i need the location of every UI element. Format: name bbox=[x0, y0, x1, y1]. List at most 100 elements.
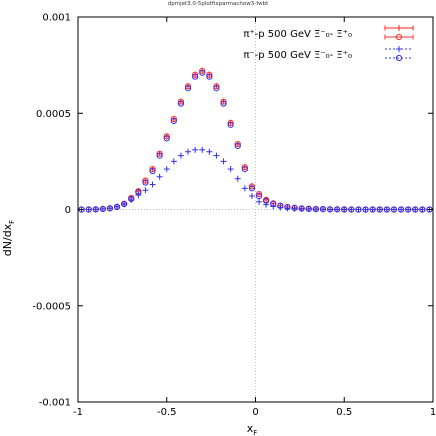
x-tick-label: 0.5 bbox=[336, 407, 352, 418]
y-tick-label: 0.001 bbox=[42, 13, 71, 24]
data-point-3-21 bbox=[227, 121, 234, 128]
legend-label: π⁺-p 500 GeV Ξ⁻₀- Ξ⁺₀ bbox=[243, 29, 352, 40]
data-point-2-45 bbox=[398, 206, 405, 213]
data-point-2-42 bbox=[376, 206, 383, 213]
data-point-1-16 bbox=[192, 71, 199, 78]
y-axis: 0.001 0.0005 0 -0.0005 -0.001 bbox=[32, 13, 433, 409]
data-point-2-10 bbox=[149, 181, 156, 188]
x-tick-label: 1 bbox=[430, 407, 436, 418]
data-point-3-7 bbox=[128, 195, 135, 203]
data-point-2-23 bbox=[241, 185, 248, 192]
data-point-3-44 bbox=[390, 206, 398, 213]
data-point-3-41 bbox=[369, 206, 376, 213]
x-axis: -1 -0.5 0 0.5 1 bbox=[73, 17, 436, 418]
data-point-1-12 bbox=[163, 133, 170, 140]
data-point-1-11 bbox=[156, 150, 163, 157]
series-2 bbox=[78, 146, 433, 213]
data-point-3-37 bbox=[341, 206, 348, 213]
data-point-2-43 bbox=[383, 206, 390, 213]
data-point-3-47 bbox=[412, 206, 419, 213]
data-point-2-39 bbox=[355, 206, 362, 213]
y-axis-label-main: dN/dx bbox=[1, 223, 14, 256]
data-point-1-25 bbox=[255, 191, 263, 198]
data-point-3-28 bbox=[277, 202, 284, 209]
x-axis-label: xF bbox=[247, 422, 258, 436]
y-tick-label: -0.0005 bbox=[32, 301, 71, 312]
x-tick-label: -1 bbox=[73, 407, 83, 418]
data-point-3-8 bbox=[135, 189, 142, 196]
data-point-3-34 bbox=[319, 206, 327, 213]
data-point-2-17 bbox=[199, 146, 206, 153]
data-point-3-5 bbox=[113, 203, 121, 211]
legend-marker-cross bbox=[396, 25, 402, 31]
data-point-3-27 bbox=[270, 200, 277, 207]
data-point-2-47 bbox=[412, 206, 419, 213]
data-point-2-14 bbox=[177, 152, 184, 159]
x-axis-label-main: x bbox=[247, 422, 254, 435]
data-point-3-48 bbox=[419, 206, 426, 213]
legend-marker-circle bbox=[395, 33, 403, 41]
legend-label: π⁻-p 500 GeV Ξ⁻₀- Ξ⁺₀ bbox=[243, 50, 352, 61]
data-point-2-15 bbox=[185, 148, 192, 155]
data-point-3-26 bbox=[263, 197, 270, 204]
data-point-3-30 bbox=[291, 204, 298, 212]
y-axis-label: dN/dxF bbox=[1, 220, 16, 256]
data-point-3-11 bbox=[156, 152, 163, 159]
y-tick-label: 0.0005 bbox=[36, 109, 71, 120]
data-point-1-15 bbox=[184, 83, 192, 90]
data-point-1-23 bbox=[241, 164, 248, 171]
data-point-3-24 bbox=[248, 185, 256, 192]
x-tick-label: 0 bbox=[252, 407, 258, 418]
data-point-2-44 bbox=[390, 206, 397, 213]
data-point-3-42 bbox=[376, 206, 383, 213]
data-point-3-23 bbox=[241, 165, 248, 173]
data-point-3-18 bbox=[206, 73, 213, 80]
series-layer bbox=[78, 67, 433, 213]
data-point-1-21 bbox=[227, 119, 234, 126]
data-point-2-1 bbox=[85, 206, 92, 213]
chart-title: dpmjet3.0-5plotfixparmachow3-fwbt bbox=[168, 1, 269, 7]
data-point-2-26 bbox=[263, 201, 270, 208]
data-point-2-22 bbox=[234, 175, 241, 182]
data-point-3-35 bbox=[326, 206, 334, 213]
data-point-2-9 bbox=[142, 187, 149, 194]
data-point-3-15 bbox=[184, 85, 192, 92]
data-point-2-21 bbox=[227, 166, 234, 173]
data-point-2-37 bbox=[341, 206, 348, 213]
data-point-3-31 bbox=[298, 205, 305, 212]
data-point-3-46 bbox=[405, 206, 412, 213]
data-point-2-48 bbox=[419, 206, 426, 213]
data-point-3-17 bbox=[199, 69, 206, 76]
data-point-1-10 bbox=[149, 165, 156, 173]
series-3 bbox=[78, 69, 433, 213]
data-point-2-13 bbox=[170, 158, 177, 165]
data-point-3-33 bbox=[312, 206, 319, 213]
data-point-2-11 bbox=[156, 173, 163, 180]
data-point-3-6 bbox=[121, 201, 128, 208]
data-point-1-19 bbox=[213, 83, 220, 90]
legend-marker-cross bbox=[396, 46, 402, 52]
data-point-3-20 bbox=[220, 100, 227, 107]
data-point-2-2 bbox=[92, 206, 99, 213]
data-point-2-19 bbox=[213, 152, 220, 159]
data-point-3-45 bbox=[397, 206, 405, 213]
x-axis-label-sub: F bbox=[253, 429, 257, 436]
data-point-3-36 bbox=[334, 206, 341, 213]
zero-reference-lines bbox=[78, 17, 433, 402]
data-point-1-9 bbox=[142, 177, 149, 184]
data-point-1-17 bbox=[199, 67, 206, 75]
data-point-2-25 bbox=[256, 198, 263, 205]
data-point-3-4 bbox=[106, 205, 114, 212]
data-point-2-6 bbox=[121, 201, 128, 208]
y-tick-label: 0 bbox=[65, 205, 71, 216]
y-tick-label: -0.001 bbox=[39, 398, 71, 409]
data-point-1-20 bbox=[220, 98, 227, 105]
data-point-3-32 bbox=[305, 205, 312, 213]
data-point-3-16 bbox=[192, 73, 199, 80]
data-point-3-43 bbox=[383, 206, 390, 213]
data-point-3-40 bbox=[362, 206, 369, 213]
x-tick-label: -0.5 bbox=[157, 407, 177, 418]
data-point-3-1 bbox=[85, 206, 92, 213]
